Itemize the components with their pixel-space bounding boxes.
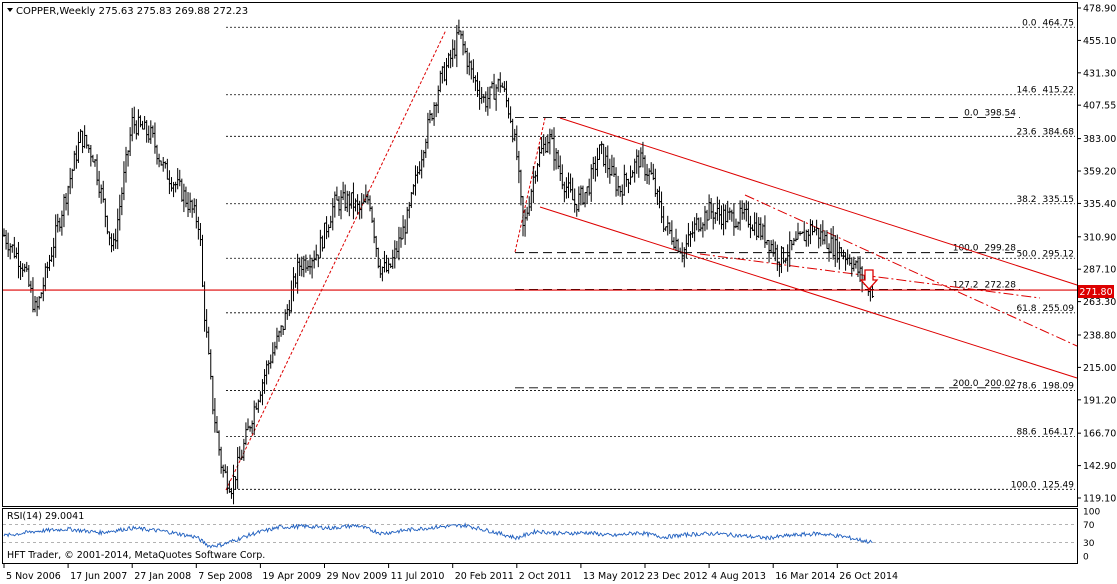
fib-level-price: 198.09 [1043,381,1075,391]
fib-level-label: 38.2 335.15 [1016,195,1074,205]
rsi-tick-label: 70 [1083,521,1095,531]
time-tick-label: 17 Jun 2007 [70,571,127,582]
fib-level-price: 415.22 [1043,86,1075,96]
window-header: COPPER,Weekly 275.63 275.83 269.88 272.2… [7,6,248,17]
time-tick-label: 23 Dec 2012 [647,571,708,582]
fib-level-label: 23.6 384.68 [1016,127,1074,137]
rsi-tick-label: 100 [1083,508,1100,518]
fib-extension-label: 0.0 398.54 [964,108,1016,118]
fib-extension-price: 299.28 [985,244,1017,254]
price-tick-label: 191.20 [1083,395,1116,406]
price-tick-label: 431.30 [1083,68,1116,79]
time-tick-label: 29 Nov 2009 [327,571,388,582]
channel-upper-line [559,117,1078,286]
fib-extension-label: 200.0 200.02 [953,379,1016,389]
time-tick-label: 13 May 2012 [583,571,645,582]
current-price-marker: 271.80 [1078,285,1114,298]
fib-level-price: 384.68 [1043,127,1075,137]
time-tick-label: 27 Jan 2008 [134,571,191,582]
time-tick-label: 2 Oct 2011 [519,571,572,582]
fib-level-label: 88.6 164.17 [1016,428,1074,438]
fib-level-price: 125.49 [1043,480,1075,490]
candlestick-series [2,19,874,505]
fibonacci-lines [226,26,1075,490]
fib-level-price: 255.09 [1043,304,1075,314]
fib-level-price: 464.75 [1043,18,1075,28]
down-arrow-annotation [859,269,879,290]
fibonacci-labels: 0.0 464.75 14.6 415.22 23.6 384.68 38.2 335.15 5… [953,18,1075,490]
time-axis[interactable]: 5 Nov 2006 17 Jun 2007 27 Jan 2008 7 Sep 20… [3,564,898,582]
fib-level-percent: 14.6 [1016,86,1036,96]
time-tick-label: 20 Feb 2011 [455,571,514,582]
price-tick-label: 407.55 [1083,101,1116,112]
current-price-label: 271.80 [1079,287,1112,298]
fib-level-label: 14.6 415.22 [1016,86,1074,96]
price-tick-label: 142.90 [1083,461,1116,472]
fib-level-price: 335.15 [1043,195,1075,205]
price-tick-label: 263.30 [1083,297,1116,308]
time-tick-label: 4 Aug 2013 [711,571,766,582]
fib-level-percent: 88.6 [1016,428,1036,438]
main-chart-frame [2,2,1078,507]
price-tick-label: 166.70 [1083,429,1116,440]
fib-extension-price: 272.28 [985,280,1017,290]
price-tick-label: 310.90 [1083,232,1116,243]
rsi-level-lines [3,524,1077,543]
fib-level-label: 50.0 295.12 [1016,249,1074,259]
header-dropdown-icon[interactable] [7,8,13,12]
price-tick-label: 383.00 [1083,134,1116,145]
header-symbol-ohlc: COPPER,Weekly 275.63 275.83 269.88 272.2… [16,6,248,17]
time-tick-label: 5 Nov 2006 [6,571,61,582]
price-tick-label: 335.40 [1083,199,1116,210]
time-tick-label: 11 Jul 2010 [391,571,445,582]
fib-extension-price: 200.02 [985,379,1017,389]
fib-level-percent: 78.6 [1016,381,1036,391]
current-price-box [1078,285,1114,298]
price-tick-label: 287.10 [1083,265,1116,276]
time-tick-label: 16 Mar 2014 [775,571,835,582]
price-tick-label: 359.20 [1083,167,1116,178]
fib-extension-label: 100.0299.28 [953,244,1017,254]
rsi-tick-label: 0 [1083,553,1089,563]
rsi-tick-label: 30 [1083,539,1095,549]
fib-extension-label: 127.2 272.28 [953,280,1017,290]
fib-level-percent: 0.0 [1022,18,1037,28]
fib-level-label: 61.8 255.09 [1016,304,1074,314]
fib-level-label: 78.6 198.09 [1016,381,1074,391]
fib-level-price: 164.17 [1043,428,1075,438]
price-axis[interactable]: 478.90 455.10 431.30 407.55 383.00 359.20 335.… [1077,4,1116,505]
down-arrow-icon [859,269,879,290]
watermark: HFT Trader, © 2001-2014, MetaQuotes Soft… [7,550,265,561]
fib-level-price: 295.12 [1043,249,1075,259]
fib-level-percent: 50.0 [1016,249,1036,259]
fib-level-percent: 100.0 [1011,480,1037,490]
fib-retrace-trend-line [514,117,546,253]
price-tick-label: 455.10 [1083,36,1116,47]
time-tick-label: 7 Sep 2008 [198,571,252,582]
fib-level-label: 0.0 464.75 [1022,18,1074,28]
price-tick-label: 215.00 [1083,363,1116,374]
price-tick-label: 119.10 [1083,494,1116,505]
channel-mid-line [744,194,1078,347]
fib-level-percent: 61.8 [1016,304,1036,314]
fib-level-percent: 23.6 [1016,127,1036,137]
fib-extension-percent: 127.2 [953,280,979,290]
fib-level-label: 100.0 125.49 [1011,480,1075,490]
rsi-line [3,522,873,549]
price-tick-label: 238.80 [1083,330,1116,341]
fib-extension-percent: 0.0 [964,108,979,118]
fib-extension-price: 398.54 [985,108,1017,118]
rsi-axis: 100 70 30 0 [1083,508,1100,563]
fib-level-percent: 38.2 [1016,195,1036,205]
rsi-subwindow-frame [2,508,1078,564]
rsi-indicator-label: RSI(14) 29.0041 [7,511,84,522]
fib-extension-percent: 200.0 [953,379,979,389]
time-tick-label: 19 Apr 2009 [262,571,321,582]
price-tick-label: 478.90 [1083,4,1116,15]
time-tick-label: 26 Oct 2014 [839,571,898,582]
channel-lower-line [539,206,1078,379]
